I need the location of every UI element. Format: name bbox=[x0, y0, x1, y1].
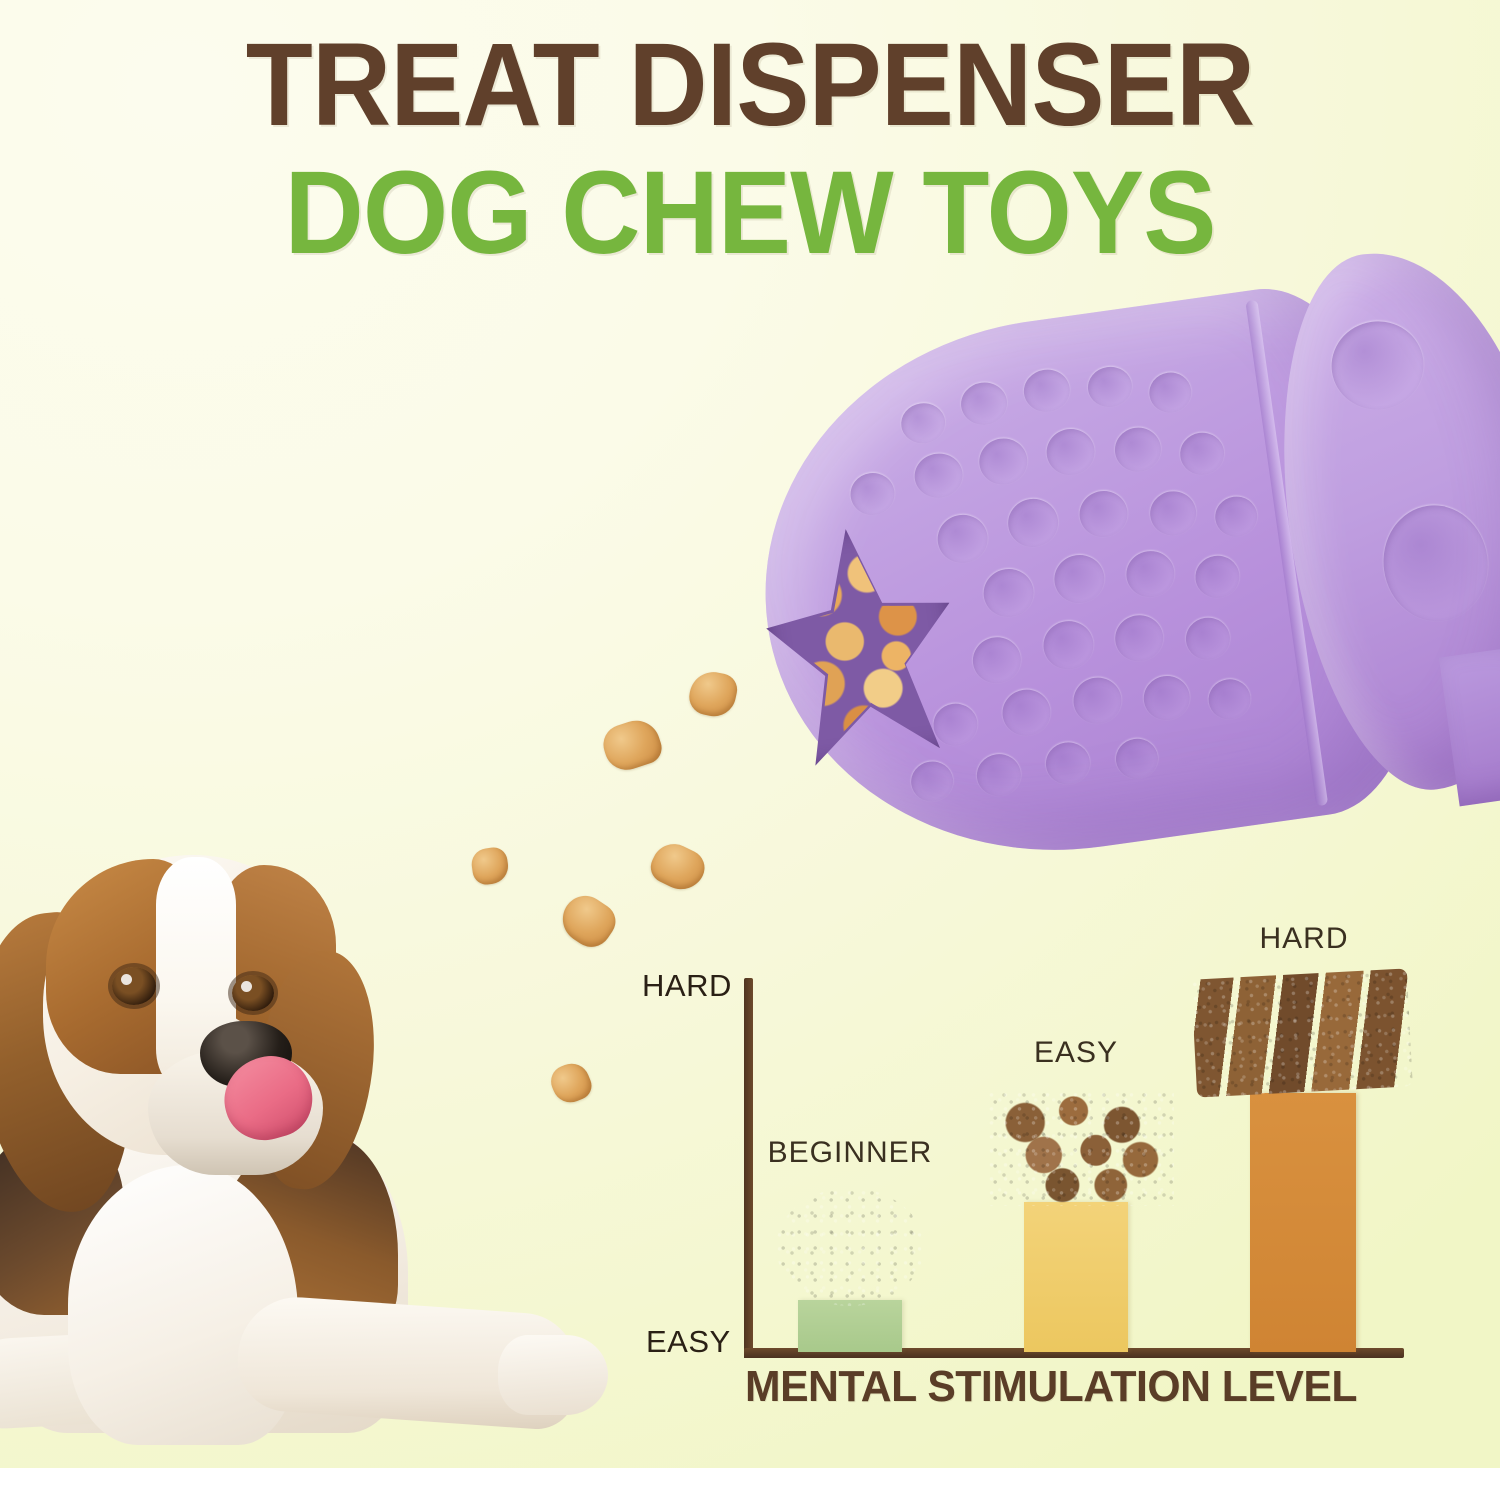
dog-front-paw bbox=[498, 1335, 608, 1415]
treat-pile-kibble bbox=[776, 1188, 924, 1306]
chew-toy-shape bbox=[697, 228, 1500, 932]
headline-block: TREAT DISPENSER DOG CHEW TOYS bbox=[0, 26, 1500, 272]
eye-highlight bbox=[241, 981, 252, 992]
chart-x-axis bbox=[744, 1348, 1404, 1358]
headline-line-1: TREAT DISPENSER bbox=[245, 19, 1255, 151]
treat-pile-chunks bbox=[988, 1090, 1174, 1206]
chew-toy-image bbox=[730, 233, 1500, 889]
y-tick-label-easy: EASY bbox=[646, 1324, 731, 1359]
chart-label-beginner: BEGINNER bbox=[767, 1136, 933, 1169]
chart-y-axis bbox=[744, 978, 753, 1256]
dog-eye-left bbox=[112, 967, 156, 1005]
y-tick-label-hard: HARD bbox=[642, 968, 732, 1003]
dog-eye-right bbox=[232, 975, 274, 1011]
headline-line-2: DOG CHEW TOYS bbox=[284, 147, 1217, 279]
eye-highlight bbox=[121, 974, 132, 985]
pile-texture bbox=[776, 1188, 924, 1306]
bar-easy bbox=[1024, 1202, 1128, 1352]
pile-texture bbox=[1191, 968, 1413, 1098]
toy-treat-opening bbox=[754, 516, 969, 770]
bar-hard bbox=[1250, 1093, 1356, 1352]
treat-pile-hard-bars bbox=[1191, 968, 1413, 1098]
chart-y-axis-lower bbox=[744, 1240, 753, 1358]
treats-inside-toy bbox=[761, 525, 964, 762]
bottom-white-strip bbox=[0, 1468, 1500, 1500]
bar-beginner bbox=[798, 1300, 902, 1352]
beagle-dog-photo bbox=[0, 835, 628, 1475]
pile-texture bbox=[988, 1090, 1174, 1206]
mental-stimulation-chart: HARD EASY BEGINNER EASY HARD MENTAL STIM… bbox=[620, 900, 1480, 1440]
chart-axis-title: MENTAL STIMULATION LEVEL bbox=[745, 1362, 1357, 1411]
chart-label-hard: HARD bbox=[1259, 922, 1349, 955]
chart-label-easy: EASY bbox=[1033, 1036, 1119, 1069]
